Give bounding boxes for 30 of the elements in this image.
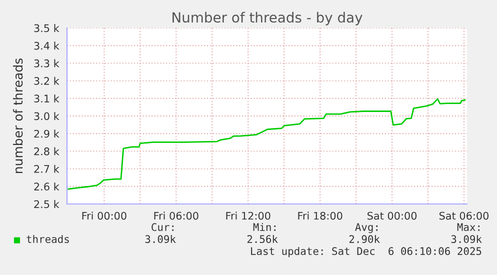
x-tick-label: Fri 18:00 (298, 212, 342, 220)
text: Cur: (152, 223, 174, 232)
y-tick-label: 3.4 k (34, 42, 60, 50)
chart-title: Number of threads - by day (172, 12, 362, 26)
y-tick-label: 3.5 k (34, 24, 60, 32)
y-axis-title: number of threads (13, 58, 23, 173)
x-tick-label: Fri 00:00 (82, 212, 126, 220)
legend-label: threads (26, 234, 69, 244)
y-tick-label: 3.3 k (34, 59, 60, 68)
y-tick-label: 3.2 k (34, 76, 60, 85)
text: Avg: (355, 223, 378, 234)
y-tick-label: 2.5 k (34, 200, 60, 208)
text: 3.09k (145, 234, 176, 244)
x-tick-label: Sat 06:00 (439, 212, 489, 220)
line-series (68, 98, 466, 190)
text: 2.56k (247, 234, 278, 244)
text: Last update: Sat Dec 6 06:10:06 2025 (251, 246, 482, 258)
x-tick-label: Fri 12:00 (226, 212, 270, 220)
x-tick-label: Sat 00:00 (368, 212, 417, 220)
y-tick-label: 2.9 k (34, 130, 60, 138)
y-tick-label: 2.8 k (34, 147, 60, 156)
text: Min: (253, 222, 276, 231)
y-tick-label: 3.0 k (34, 112, 60, 120)
x-tick-label: Fri 06:00 (154, 212, 198, 220)
text: 3.09k (451, 234, 482, 244)
y-tick-label: 2.7 k (34, 164, 60, 173)
text: 2.90k (349, 234, 380, 244)
y-tick-label: 3.1 k (34, 94, 60, 103)
y-tick-label: 2.6 k (34, 182, 60, 191)
text: Max: (457, 223, 480, 232)
